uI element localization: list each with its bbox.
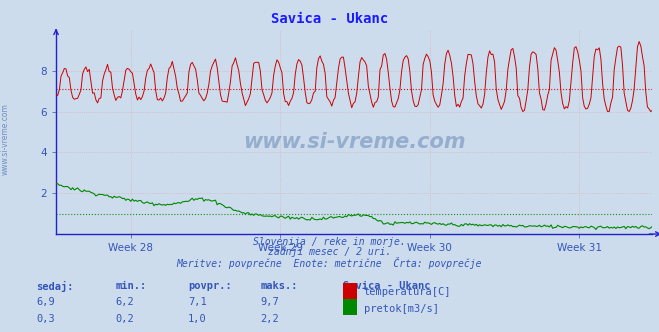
Text: sedaj:: sedaj:: [36, 281, 74, 291]
Text: pretok[m3/s]: pretok[m3/s]: [364, 304, 439, 314]
Text: 6,9: 6,9: [36, 297, 55, 307]
Text: Meritve: povprečne  Enote: metrične  Črta: povprečje: Meritve: povprečne Enote: metrične Črta:…: [177, 257, 482, 269]
Text: 2,2: 2,2: [260, 314, 279, 324]
Text: povpr.:: povpr.:: [188, 281, 231, 290]
Text: maks.:: maks.:: [260, 281, 298, 290]
Text: 0,2: 0,2: [115, 314, 134, 324]
Text: temperatura[C]: temperatura[C]: [364, 287, 451, 297]
Text: 7,1: 7,1: [188, 297, 206, 307]
Text: www.si-vreme.com: www.si-vreme.com: [243, 132, 465, 152]
Text: Slovenija / reke in morje.: Slovenija / reke in morje.: [253, 237, 406, 247]
Text: min.:: min.:: [115, 281, 146, 290]
Text: 6,2: 6,2: [115, 297, 134, 307]
Text: 1,0: 1,0: [188, 314, 206, 324]
Text: Savica - Ukanc: Savica - Ukanc: [343, 281, 430, 290]
Text: www.si-vreme.com: www.si-vreme.com: [1, 104, 10, 175]
Text: 0,3: 0,3: [36, 314, 55, 324]
Text: Savica - Ukanc: Savica - Ukanc: [271, 12, 388, 26]
Text: 9,7: 9,7: [260, 297, 279, 307]
Text: zadnji mesec / 2 uri.: zadnji mesec / 2 uri.: [268, 247, 391, 257]
